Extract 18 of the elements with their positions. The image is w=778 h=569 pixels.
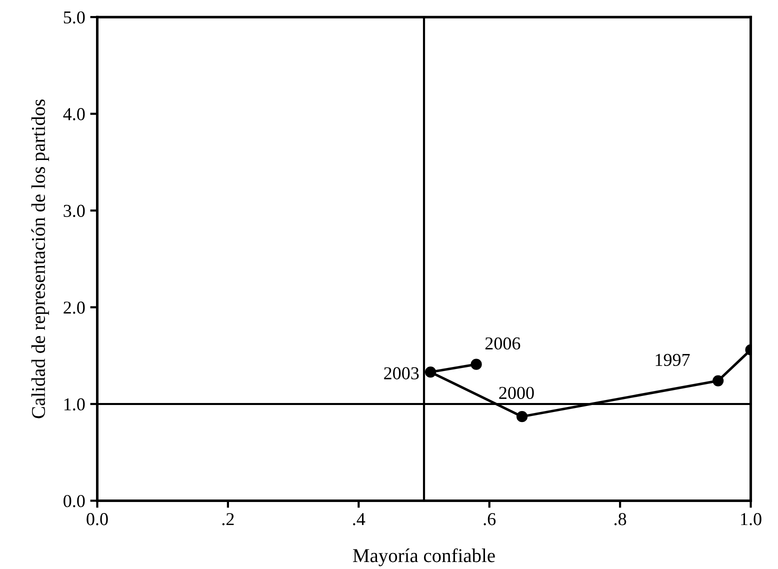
x-tick-label: .8 <box>614 513 626 526</box>
x-axis-title: Mayoría confiable <box>353 548 495 566</box>
y-tick-label: 3.0 <box>64 204 85 218</box>
y-axis-title: Calidad de representación de los partidos <box>31 100 49 418</box>
x-tick-label: .4 <box>353 513 366 526</box>
y-tick-label: 2.0 <box>64 302 85 314</box>
annotation: 2006 <box>485 337 520 350</box>
x-tick-label: .2 <box>222 513 234 526</box>
x-tick-label: 0.0 <box>86 513 108 526</box>
x-tick-label: 1.0 <box>741 513 762 526</box>
annotation: 2003 <box>384 367 419 380</box>
y-tick-label: 5.0 <box>64 11 85 24</box>
y-tick-label: 0.0 <box>64 494 85 508</box>
annotation: 2000 <box>499 386 534 400</box>
y-tick-label: 1.0 <box>64 398 85 411</box>
x-tick-label: .6 <box>484 513 496 526</box>
annotation: 1997 <box>656 354 690 366</box>
y-tick-label: 4.0 <box>63 108 85 120</box>
